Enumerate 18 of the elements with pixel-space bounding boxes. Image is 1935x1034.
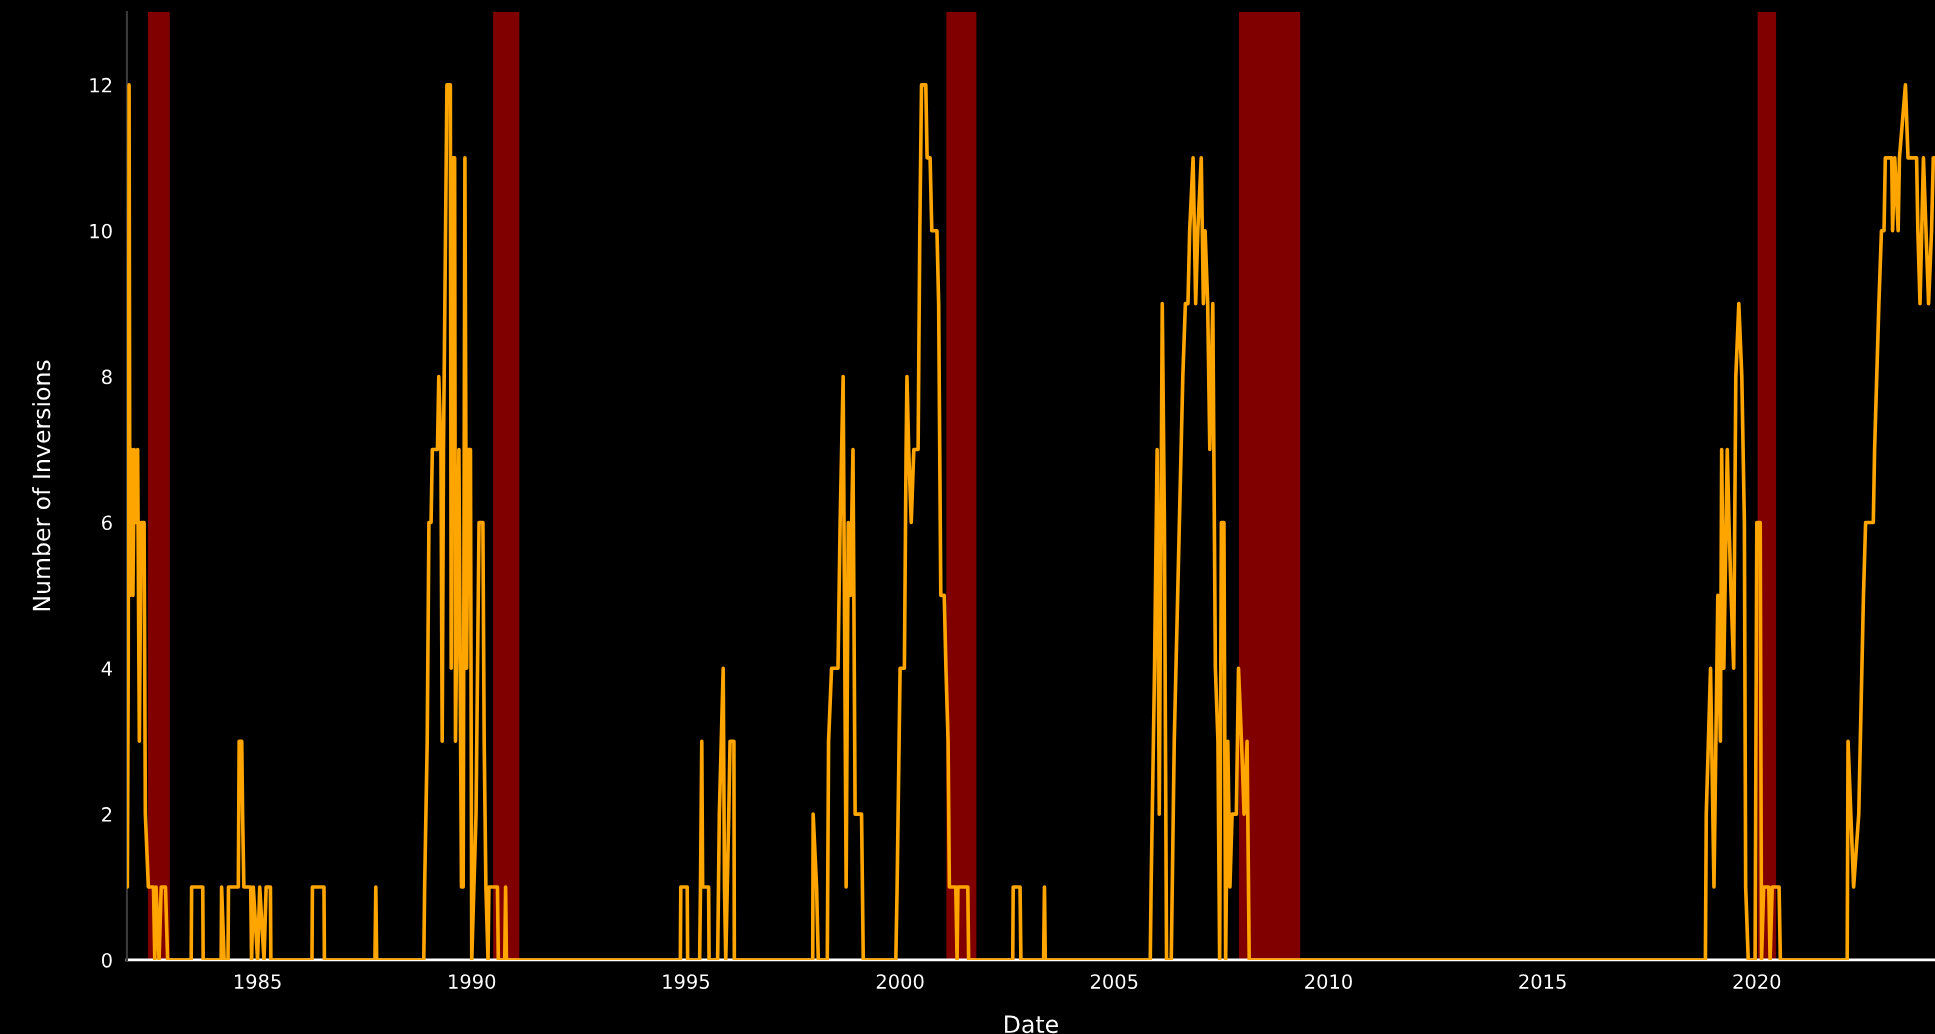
y-tick-label: 4 <box>101 661 112 676</box>
y-tick-label: 6 <box>102 515 112 531</box>
x-tick-label: 1995 <box>663 974 709 989</box>
y-tick-label: 12 <box>90 77 112 93</box>
y-axis-title: Number of Inversions <box>32 360 51 611</box>
line-series <box>126 83 1935 960</box>
y-tick-label: 10 <box>90 223 112 239</box>
y-tick-label: 0 <box>101 952 112 968</box>
x-tick-label: 2000 <box>876 974 924 989</box>
x-axis-title: Date <box>1005 1015 1058 1034</box>
x-tick-label: 2015 <box>1519 974 1566 989</box>
y-tick-label: 8 <box>101 369 112 385</box>
x-tick-label: 2005 <box>1090 974 1138 989</box>
x-tick-label: 1990 <box>449 974 496 989</box>
x-tick-label: 1985 <box>234 974 281 989</box>
x-tick-label: 2010 <box>1305 974 1352 989</box>
x-tick-label: 2020 <box>1733 974 1781 989</box>
y-tick-label: 2 <box>102 807 112 822</box>
